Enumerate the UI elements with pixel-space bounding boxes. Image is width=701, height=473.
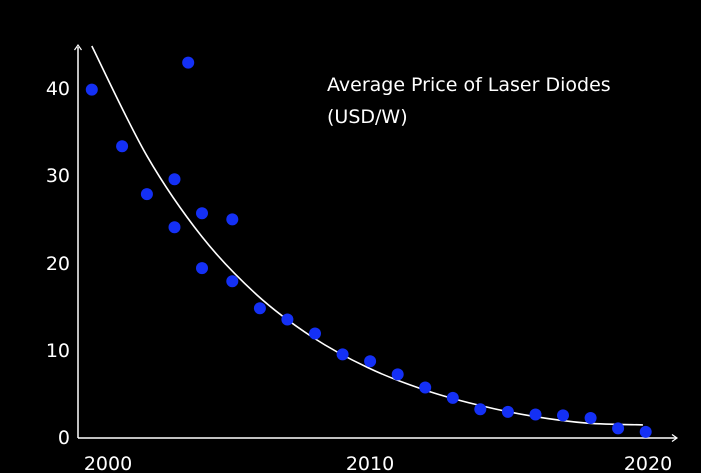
data-point-11 — [253, 302, 266, 315]
data-point-13 — [309, 327, 321, 340]
chart-subtitle: (USD/W) — [327, 106, 408, 128]
data-point-22 — [557, 409, 569, 422]
data-point-4 — [168, 173, 181, 186]
x-axis-arrow — [671, 434, 679, 442]
data-point-7 — [196, 207, 208, 220]
x-tick-label-2000: 2000 — [84, 453, 132, 473]
y-tick-label-40: 40 — [46, 78, 70, 100]
y-tick-label-20: 20 — [46, 253, 70, 275]
data-point-18 — [446, 391, 459, 404]
data-point-5 — [168, 221, 181, 234]
y-tick-labels: 0 10 20 30 40 — [46, 78, 70, 449]
trend-line — [91, 45, 643, 426]
x-tick-labels: 2000 2010 2020 — [84, 453, 672, 473]
x-tick-label-2010: 2010 — [346, 453, 394, 473]
data-point-6 — [182, 56, 195, 69]
data-point-23 — [584, 412, 597, 424]
data-point-10 — [226, 275, 239, 288]
data-point-24 — [612, 422, 625, 435]
data-point-20 — [501, 405, 514, 418]
data-point-21 — [529, 408, 542, 421]
y-tick-label-0: 0 — [58, 427, 70, 449]
data-point-16 — [391, 368, 404, 381]
data-point-2 — [116, 140, 129, 153]
y-axis-arrow — [74, 43, 82, 51]
data-point-3 — [140, 188, 153, 201]
chart-title-block: Average Price of Laser Diodes (USD/W) — [327, 74, 611, 128]
y-tick-label-30: 30 — [46, 165, 70, 187]
data-point-14 — [336, 348, 349, 361]
data-point-15 — [364, 355, 377, 368]
data-point-8 — [196, 262, 208, 275]
data-point-19 — [474, 403, 487, 416]
data-point-12 — [281, 313, 294, 326]
data-point-1 — [85, 83, 98, 96]
axes — [74, 43, 679, 442]
x-tick-label-2020: 2020 — [624, 453, 672, 473]
data-point-17 — [419, 381, 432, 394]
chart-title: Average Price of Laser Diodes — [327, 74, 611, 96]
data-point-25 — [639, 425, 652, 438]
data-points — [85, 56, 652, 438]
data-point-9 — [226, 213, 239, 226]
y-tick-label-10: 10 — [46, 340, 70, 362]
